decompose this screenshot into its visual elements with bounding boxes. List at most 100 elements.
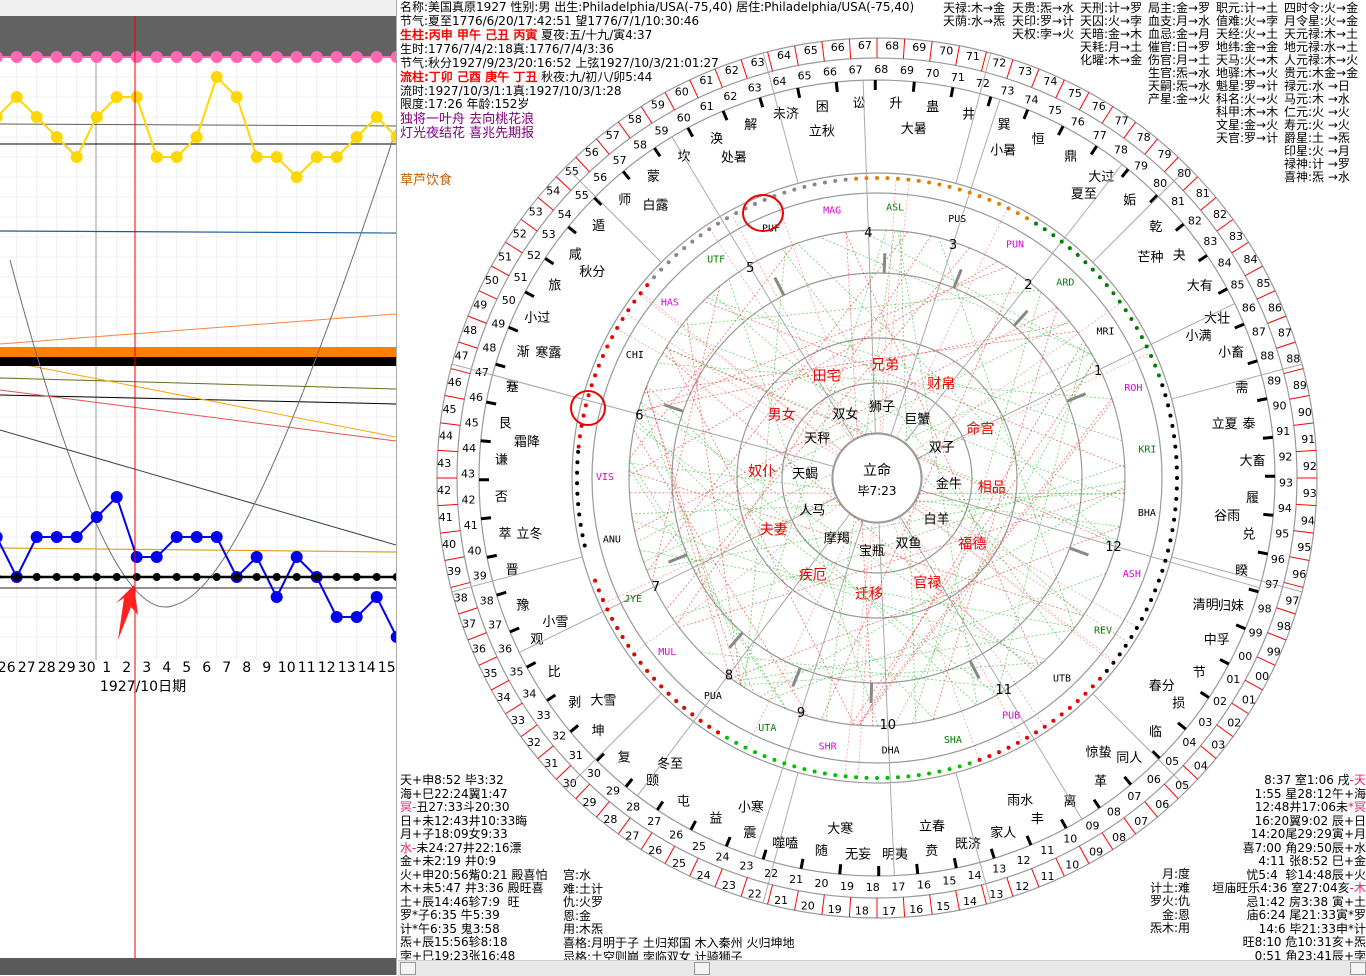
degree-tick [903,897,904,917]
transit-line-chart[interactable]: 26272829301234567891011121314151927/10日期 [0,0,396,975]
degree-label-inner: 46 [469,391,483,404]
hexagram-name: 涣 [710,132,723,147]
solar-term: 霜降 [514,435,540,450]
bottom-scrollbar[interactable] [398,960,1366,976]
degree-label-inner: 20 [814,877,828,890]
planet-position: 4:11 张8:52 巳 [1258,854,1344,868]
scroll-right-button[interactable] [1350,962,1366,975]
hexagram-tick [496,364,506,367]
palace-name: 奴仆 [748,463,776,480]
zodiac-sign: 双子 [929,440,955,455]
planet-position: 5:4 轸14:48辰 [1258,868,1344,882]
degree-tick [451,369,470,374]
star-entry: 化曜:木→金 [1080,54,1142,67]
degree-label: 82 [1213,208,1227,221]
hexagram-name: 萃 [499,527,512,542]
degree-tick [505,703,522,714]
degree-tick [468,633,487,640]
nakshatra-label: PUB [1002,711,1020,722]
degree-label-inner: 13 [992,862,1006,875]
planet-row: 冥-丑27:33斗20:30 [400,801,547,815]
planet-symbol: 日+ [400,814,422,828]
degree-label-inner: 91 [1276,425,1290,438]
ring-dot [937,183,941,187]
degree-label-inner: 98 [1258,602,1272,615]
flow-solar-term: 节气:秋分1927/9/23/20:16:52 上弦1927/10/3/21:0… [400,57,719,71]
hexagram-name: 小畜 [1218,345,1244,361]
orange-band [0,347,396,357]
hexagram-tick [1024,110,1028,119]
data-point [33,573,41,581]
degree-label: 18 [855,905,869,918]
data-point [211,51,223,63]
degree-tick [981,885,986,904]
ring-dot [674,699,678,703]
degree-label-inner: 99 [1249,627,1263,640]
ring-dot [716,730,720,734]
data-point [351,131,363,143]
house-marker [884,253,885,273]
degree-tick [1257,291,1275,300]
ring-dot [763,198,767,202]
degree-label-inner: 93 [1279,476,1293,489]
data-point [51,531,63,543]
degree-label-inner: 74 [1025,93,1039,106]
ring-dot [927,771,931,775]
hexagram-name: 兑 [1242,528,1255,543]
data-point [271,151,283,163]
scroll-left-button[interactable] [400,962,416,975]
data-point [73,573,81,581]
planet-position: 8:10 危10:31亥 [1255,935,1344,949]
scroll-thumb[interactable] [694,962,710,975]
ring-dot [948,185,952,189]
degree-label: 35 [484,667,498,680]
solar-term: 冬至 [657,756,683,772]
ring-dot [667,260,671,264]
data-point [173,573,181,581]
degree-tick [1284,582,1303,587]
data-point [133,573,141,581]
ring-dot [917,179,921,183]
hexagram-name: 节 [1193,666,1206,681]
house-marker [793,668,800,687]
ring-dot [813,769,817,773]
ring-dot [1060,240,1064,244]
data-point [113,573,121,581]
hexagram-tick [545,258,553,264]
planet-position: 8:37 室1:06 戌 [1264,773,1350,787]
ring-dot [1172,434,1176,438]
left-scrollbar[interactable] [0,958,396,975]
hexagram-tick [763,850,766,860]
hexagram-tick [760,98,763,108]
ring-dot [833,179,837,183]
planet-symbol: +火 [1344,868,1366,882]
solar-term: 秋分 [579,265,605,280]
zodiac-sign: 金牛 [936,476,962,492]
degree-label-inner: 14 [968,869,982,882]
ring-dot [865,176,869,180]
degree-label: 81 [1196,187,1210,200]
star-entry: 天权:孛→火 [1012,28,1074,41]
degree-label-inner: 21 [789,873,803,886]
palace-name: 财帛 [927,376,955,393]
flow-pillars: 流柱:丁卯 己酉 庚午 丁丑 [400,70,537,84]
solar-term: 小雪 [542,615,568,630]
data-point [111,91,123,103]
data-point [293,573,301,581]
degree-label: 06 [1155,798,1169,811]
zodiac-sign: 摩羯 [824,531,850,547]
hexagram-name: 随 [815,844,828,859]
palace-name: 官禄 [913,575,941,591]
ring-dot [1034,222,1038,226]
degree-label: 16 [909,903,923,916]
nakshatra-label: UTA [758,723,776,734]
ring-dot [1076,253,1080,257]
degree-tick [690,80,699,98]
planet-row: 金+未2:19 井0:9 [400,855,547,869]
ring-dot [610,335,614,339]
hexagram-tick [688,128,693,137]
planet-row: 日+未12:43井10:33晦 [400,815,547,829]
ring-dot [639,661,643,665]
planet-symbol: +炁 [1344,935,1366,949]
star-entry: 天官:罗→计 [1216,132,1278,145]
